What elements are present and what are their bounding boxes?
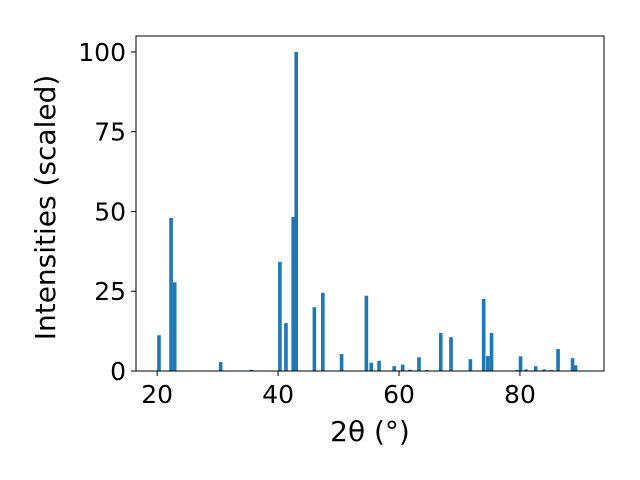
bar [533,366,538,371]
bar [218,362,223,371]
y-axis-label: Intensities (scaled) [29,75,62,341]
bar [468,359,473,371]
plot-frame [135,35,605,372]
y-tick-label: 25 [94,277,126,306]
y-tick-label: 75 [94,118,126,147]
bar [438,333,443,371]
bar [284,323,288,371]
bar [417,357,421,371]
bar [518,356,523,371]
bar [486,356,490,371]
y-axis: 0 25 50 75 100 [78,38,136,386]
x-tick-label: 60 [383,380,415,409]
bar [377,360,381,371]
bar [542,369,546,371]
bar [573,365,578,371]
bar [278,261,282,371]
x-tick-label: 40 [262,380,294,409]
bar [321,292,325,371]
y-tick-label: 100 [78,38,126,67]
x-tick-label: 80 [504,380,536,409]
bar [157,335,161,371]
x-axis: 20 40 60 80 [141,371,536,409]
bar [339,354,344,371]
bar [481,298,486,371]
bars-group [157,51,578,371]
bar [556,348,560,371]
bar [489,333,494,371]
bar [369,362,374,371]
bar [172,282,177,371]
y-tick-label: 50 [94,197,126,226]
bar [408,369,412,371]
bar [294,51,299,371]
bar [291,216,296,371]
bar [169,217,173,371]
bar [364,295,369,371]
bar [449,337,453,371]
bar [312,307,317,371]
bar [570,358,575,371]
y-tick-label: 0 [110,357,126,386]
x-tick-label: 20 [141,380,173,409]
x-axis-label: 2θ (°) [330,415,410,448]
bar [249,369,254,371]
bar [524,369,528,371]
bar [400,364,405,371]
bar [392,366,396,371]
